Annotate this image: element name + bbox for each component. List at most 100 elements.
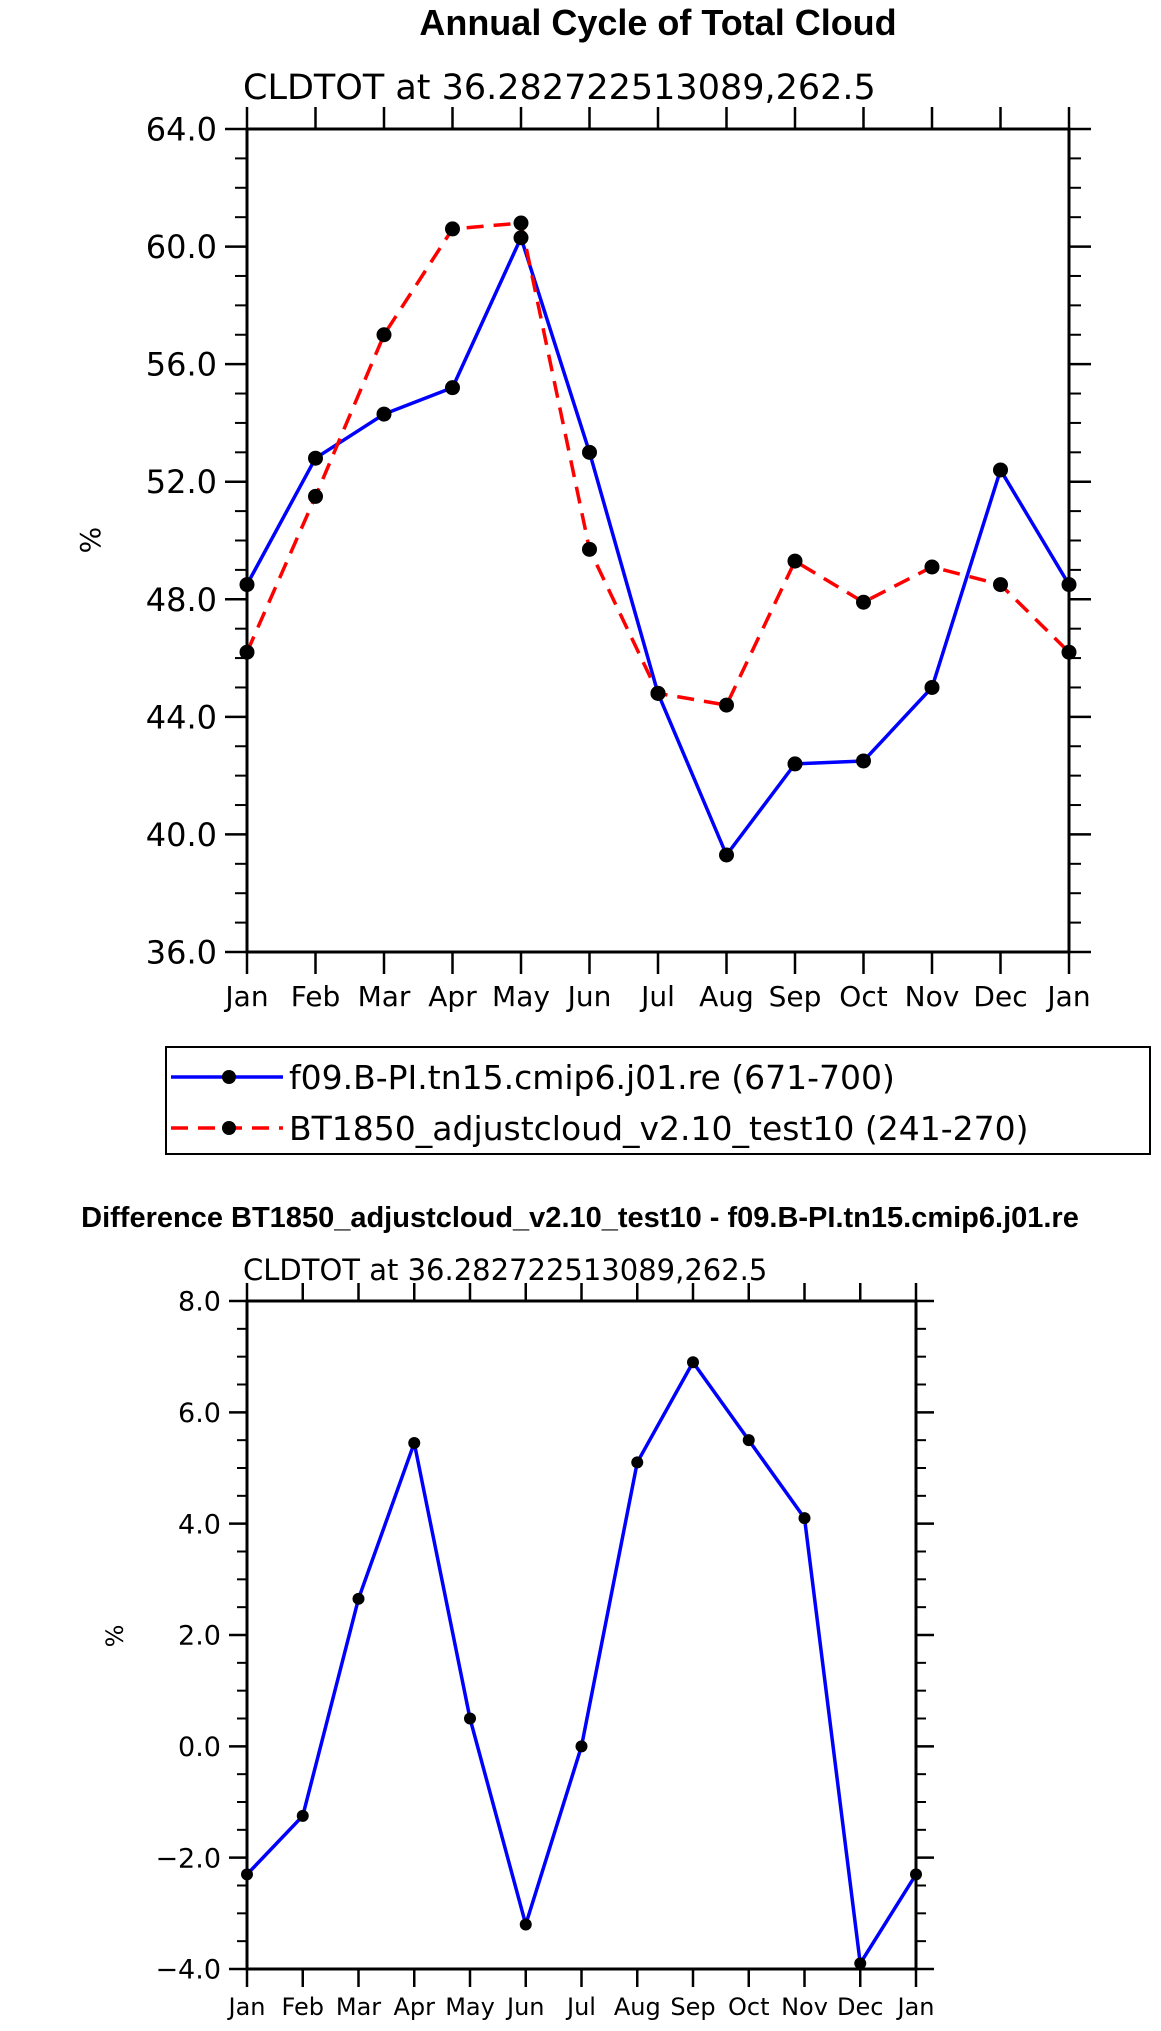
data-point-series-1 [513,230,529,246]
y-tick-label: 44.0 [146,698,217,736]
data-point-series-1 [631,1456,644,1469]
annual-cycle-chart: Annual Cycle of Total Cloud CLDTOT at 36… [74,2,1151,1155]
x-tick-label: Aug [699,980,754,1013]
bottom-y-axis-label: % [101,1625,129,1648]
data-point-series-1 [719,847,734,863]
y-tick-label: 6.0 [178,1398,221,1429]
top-x-tick-labels: Jan Feb Mar Apr May Jun Jul Aug Sep Oct Nov Dec Jan [223,980,1090,1013]
y-tick-label: 40.0 [146,816,217,854]
data-point-series-1 [742,1434,755,1447]
data-point-series-1 [575,1740,588,1753]
data-point-series-1 [910,1868,922,1881]
x-tick-label: Jun [505,1993,545,2021]
x-tick-label: Mar [336,1993,381,2021]
x-tick-label: Apr [393,1993,435,2021]
y-tick-label: 0.0 [178,1732,221,1763]
data-point-series-1 [445,380,460,396]
y-tick-label: −2.0 [155,1843,221,1874]
data-point-series-1 [296,1809,309,1822]
data-point-series-2 [1061,644,1077,660]
y-tick-label: 56.0 [146,346,217,384]
bottom-chart-title: Difference BT1850_adjustcloud_v2.10_test… [81,1202,1079,1234]
data-point-series-1 [408,1436,421,1449]
bottom-x-tick-labels: Jan Feb Mar Apr May Jun Jul Aug Sep Oct Nov Dec Jan [227,1993,935,2021]
x-tick-label: May [492,980,550,1013]
bottom-series-group [241,1356,922,1970]
x-tick-label: Mar [358,980,411,1013]
data-point-series-1 [1061,577,1077,593]
x-tick-label: Feb [291,980,341,1013]
data-point-series-2 [513,215,529,231]
data-point-series-2 [239,644,255,660]
x-tick-label: Feb [282,1993,325,2021]
y-tick-label: 52.0 [146,463,217,501]
y-tick-label: −4.0 [155,1955,221,1986]
data-point-series-1 [798,1512,811,1525]
data-point-series-1 [376,406,392,422]
data-point-series-1 [854,1957,867,1970]
x-tick-label: Jan [227,1993,266,2021]
top-axis-ticks [225,107,1091,974]
x-tick-label: Jan [896,1993,935,2021]
data-point-series-2 [445,221,460,237]
data-point-series-1 [582,444,597,460]
legend-label-1: f09.B-PI.tn15.cmip6.j01.re (671-700) [289,1058,895,1097]
y-tick-label: 4.0 [178,1509,221,1540]
data-point-series-2 [924,559,940,575]
data-point-series-1 [352,1592,365,1605]
x-tick-label: Nov [905,980,960,1013]
y-tick-label: 64.0 [146,111,217,149]
x-tick-label: Jan [223,980,268,1013]
top-chart-subtitle: CLDTOT at 36.282722513089,262.5 [243,68,876,108]
data-point-series-2 [582,541,597,557]
x-tick-label: Sep [769,980,822,1013]
x-tick-label: Apr [428,980,477,1013]
legend-box [165,1046,1151,1155]
data-point-series-2 [376,327,392,343]
y-tick-label: 8.0 [178,1287,221,1318]
data-point-series-2 [787,553,803,569]
data-point-series-1 [519,1918,532,1931]
top-legend: f09.B-PI.tn15.cmip6.j01.re (671-700) BT1… [165,1046,1151,1155]
y-tick-label: 48.0 [146,581,217,619]
x-tick-label: May [445,1993,495,2021]
data-point-series-1 [787,756,803,772]
x-tick-label: Oct [839,980,887,1013]
difference-chart: Difference BT1850_adjustcloud_v2.10_test… [81,1202,1079,2021]
data-point-series-1 [239,577,255,593]
x-tick-label: Jul [639,980,675,1013]
data-point-series-1 [924,679,940,695]
data-point-series-1 [308,450,323,466]
top-y-axis-label: % [74,527,107,554]
x-tick-label: Sep [670,1993,715,2021]
data-point-series-1 [464,1712,476,1725]
x-tick-label: Nov [781,1993,828,2021]
data-point-series-1 [856,753,871,769]
x-tick-label: Jun [566,980,612,1013]
legend-label-2: BT1850_adjustcloud_v2.10_test10 (241-270… [289,1109,1029,1148]
legend-marker-1 [222,1070,236,1084]
x-tick-label: Jul [565,1993,596,2021]
data-point-series-2 [993,577,1008,593]
legend-marker-2 [222,1121,236,1135]
data-point-series-1 [993,462,1008,478]
y-tick-label: 60.0 [146,228,217,266]
top-chart-title: Annual Cycle of Total Cloud [419,2,896,43]
top-y-tick-labels: 36.0 40.0 44.0 48.0 52.0 56.0 60.0 64.0 [146,111,217,972]
x-tick-label: Jan [1045,980,1090,1013]
y-tick-label: 36.0 [146,934,217,972]
bottom-axis-ticks [229,1283,934,1987]
data-point-series-2 [650,685,666,701]
x-tick-label: Oct [728,1993,770,2021]
y-tick-label: 2.0 [178,1621,221,1652]
x-tick-label: Aug [614,1993,661,2021]
data-point-series-1 [241,1868,253,1881]
data-point-series-2 [308,488,323,504]
data-point-series-2 [719,697,734,713]
x-tick-label: Dec [973,980,1027,1013]
bottom-y-tick-labels: −4.0 −2.0 0.0 2.0 4.0 6.0 8.0 [155,1287,221,1986]
x-tick-label: Dec [837,1993,883,2021]
data-point-series-2 [856,594,871,610]
data-point-series-1 [687,1356,699,1369]
